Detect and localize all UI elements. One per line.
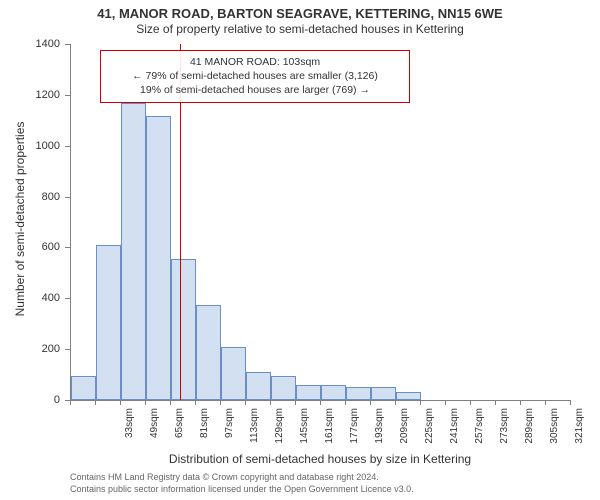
xtick-label: 49sqm (149, 408, 160, 458)
xtick-mark (495, 400, 496, 405)
footer-attribution: Contains HM Land Registry data © Crown c… (70, 472, 414, 495)
ytick-label: 1000 (0, 140, 60, 152)
xtick-label: 273sqm (499, 408, 510, 458)
xtick-label: 225sqm (424, 408, 435, 458)
xtick-label: 321sqm (574, 408, 585, 458)
ytick-label: 600 (0, 241, 60, 253)
xtick-label: 33sqm (124, 408, 135, 458)
histogram-bar (221, 347, 246, 400)
xtick-mark (220, 400, 221, 405)
xtick-label: 177sqm (349, 408, 360, 458)
xtick-mark (395, 400, 396, 405)
ytick-mark (65, 349, 70, 350)
histogram-bar (271, 376, 296, 400)
xtick-label: 161sqm (324, 408, 335, 458)
ytick-mark (65, 44, 70, 45)
histogram-bar (71, 376, 96, 400)
histogram-bar (196, 305, 221, 400)
xtick-mark (245, 400, 246, 405)
annotation-line3: 19% of semi-detached houses are larger (… (109, 83, 401, 97)
histogram-bar (371, 387, 396, 400)
histogram-bar (246, 372, 271, 400)
xtick-mark (420, 400, 421, 405)
ytick-label: 1200 (0, 89, 60, 101)
xtick-label: 241sqm (449, 408, 460, 458)
xtick-mark (295, 400, 296, 405)
xtick-mark (170, 400, 171, 405)
xtick-label: 209sqm (399, 408, 410, 458)
xtick-mark (470, 400, 471, 405)
ytick-label: 1400 (0, 38, 60, 50)
xtick-label: 81sqm (199, 408, 210, 458)
ytick-label: 0 (0, 394, 60, 406)
annotation-box: 41 MANOR ROAD: 103sqm← 79% of semi-detac… (100, 50, 410, 103)
histogram-bar (321, 385, 346, 400)
xtick-label: 257sqm (474, 408, 485, 458)
xtick-mark (445, 400, 446, 405)
chart-subtitle: Size of property relative to semi-detach… (0, 22, 600, 36)
xtick-mark (320, 400, 321, 405)
footer-line2: Contains public sector information licen… (70, 484, 414, 496)
x-axis-label: Distribution of semi-detached houses by … (70, 452, 570, 466)
histogram-bar (396, 392, 421, 400)
ytick-label: 200 (0, 343, 60, 355)
annotation-line2: ← 79% of semi-detached houses are smalle… (109, 69, 401, 83)
xtick-label: 289sqm (524, 408, 535, 458)
ytick-mark (65, 146, 70, 147)
xtick-label: 65sqm (174, 408, 185, 458)
histogram-bar (296, 385, 321, 400)
xtick-label: 113sqm (249, 408, 260, 458)
xtick-label: 305sqm (549, 408, 560, 458)
xtick-mark (195, 400, 196, 405)
histogram-bar (171, 259, 196, 400)
histogram-bar (346, 387, 371, 400)
xtick-label: 193sqm (374, 408, 385, 458)
annotation-line1: 41 MANOR ROAD: 103sqm (109, 55, 401, 69)
chart-title: 41, MANOR ROAD, BARTON SEAGRAVE, KETTERI… (0, 6, 600, 21)
ytick-mark (65, 95, 70, 96)
xtick-label: 129sqm (274, 408, 285, 458)
histogram-bar (146, 116, 171, 400)
xtick-mark (570, 400, 571, 405)
histogram-bar (96, 245, 121, 400)
ytick-label: 400 (0, 292, 60, 304)
xtick-mark (270, 400, 271, 405)
chart-container: 41, MANOR ROAD, BARTON SEAGRAVE, KETTERI… (0, 0, 600, 500)
xtick-mark (70, 400, 71, 405)
ytick-label: 800 (0, 191, 60, 203)
ytick-mark (65, 298, 70, 299)
histogram-bar (121, 103, 146, 401)
ytick-mark (65, 197, 70, 198)
xtick-mark (120, 400, 121, 405)
xtick-mark (145, 400, 146, 405)
xtick-mark (520, 400, 521, 405)
xtick-mark (370, 400, 371, 405)
xtick-mark (95, 400, 96, 405)
xtick-mark (345, 400, 346, 405)
xtick-label: 145sqm (299, 408, 310, 458)
footer-line1: Contains HM Land Registry data © Crown c… (70, 472, 414, 484)
xtick-mark (545, 400, 546, 405)
ytick-mark (65, 247, 70, 248)
xtick-label: 97sqm (224, 408, 235, 458)
